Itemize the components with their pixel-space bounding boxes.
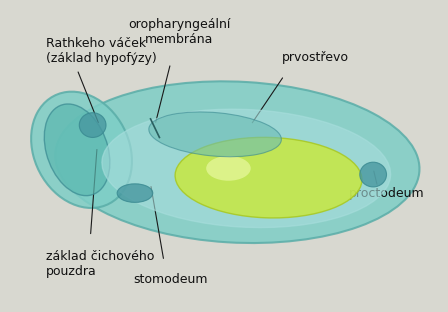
Ellipse shape	[44, 104, 110, 196]
Ellipse shape	[117, 184, 153, 202]
Ellipse shape	[149, 112, 281, 157]
Ellipse shape	[55, 81, 419, 243]
Text: oropharyngeální
membrána: oropharyngeální membrána	[128, 18, 231, 46]
Text: prvostřevo: prvostřevo	[282, 51, 349, 64]
Text: Rathkeho váček
(základ hypofýzy): Rathkeho váček (základ hypofýzy)	[46, 37, 157, 65]
Text: proctodeum: proctodeum	[349, 187, 424, 200]
Ellipse shape	[206, 156, 251, 181]
Ellipse shape	[79, 113, 106, 138]
Text: základ čichového
pouzdra: základ čichového pouzdra	[46, 250, 154, 278]
Ellipse shape	[360, 162, 387, 187]
Ellipse shape	[175, 137, 362, 218]
Ellipse shape	[31, 92, 132, 208]
Text: stomodeum: stomodeum	[134, 273, 208, 286]
Ellipse shape	[102, 109, 391, 227]
